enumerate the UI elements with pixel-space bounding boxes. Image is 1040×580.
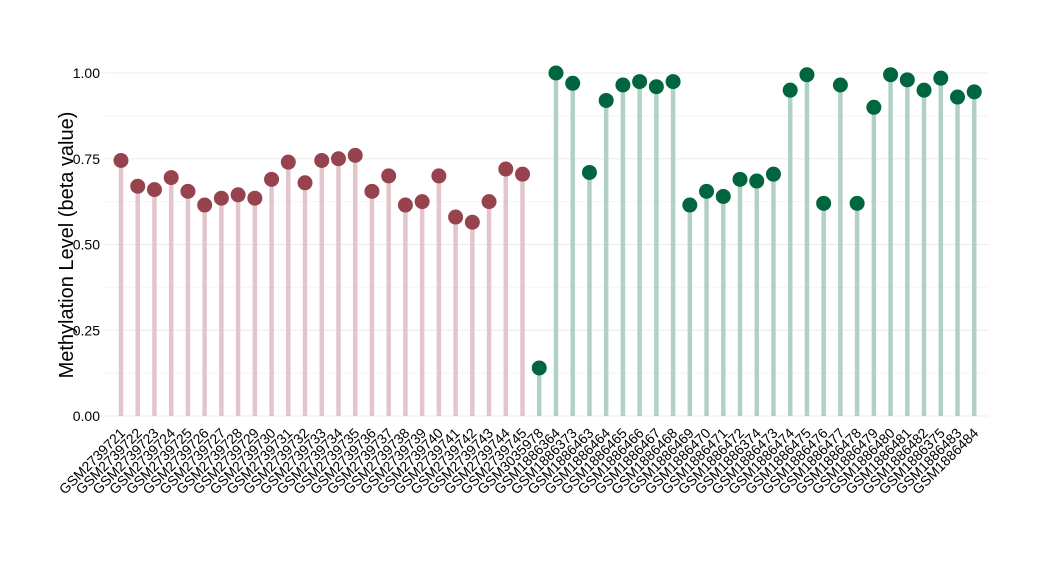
data-point [113,152,129,168]
data-point [816,195,832,211]
y-tick-label: 0.75 [73,151,100,167]
data-point [832,77,848,93]
data-point [464,214,480,230]
data-point [431,168,447,184]
data-point [565,75,581,91]
data-point [146,182,162,198]
data-point [732,171,748,187]
data-point [883,67,899,83]
data-point [765,166,781,182]
data-point [347,147,363,163]
data-point [615,77,631,93]
y-axis-title: Methylation Level (beta value) [56,112,78,379]
data-point [448,209,464,225]
data-point [916,82,932,98]
data-point [749,173,765,189]
data-point [950,89,965,105]
y-tick-label: 1.00 [73,65,100,81]
data-point [397,197,413,213]
data-point [247,190,263,206]
point-layer [113,65,982,376]
data-point [197,197,213,213]
stem-layer [118,73,977,416]
data-point [715,188,731,204]
data-point [899,72,915,88]
data-point [314,152,330,168]
data-point [699,183,715,199]
data-point [782,82,798,98]
data-point [213,190,229,206]
data-point [264,171,280,187]
data-point [297,175,313,191]
data-point [581,164,597,180]
data-point [163,170,179,186]
data-point [498,161,514,177]
data-point [598,92,614,108]
data-point [648,79,664,95]
data-point [632,74,648,90]
data-point [866,99,882,115]
data-point [381,168,397,184]
data-point [230,187,246,203]
data-point [481,194,497,210]
data-point [130,178,146,194]
data-point [330,151,346,167]
y-tick-label: 0.50 [73,237,100,253]
y-tick-label: 0.25 [73,322,100,338]
data-point [364,183,380,199]
data-point [414,194,430,210]
data-point [548,65,564,81]
data-point [933,70,949,86]
x-axis-ticks: GSM2739721GSM2739722GSM2739723GSM2739724… [56,425,982,498]
data-point [180,183,196,199]
data-point [531,360,547,376]
data-point [280,154,296,170]
data-point [665,74,681,90]
data-point [849,195,865,211]
data-point [515,166,531,182]
y-axis-ticks: 0.00 0.25 0.50 0.75 1.00 [73,65,100,424]
data-point [682,197,698,213]
data-point [799,67,815,83]
y-tick-label: 0.00 [73,408,100,424]
data-point [966,84,982,100]
